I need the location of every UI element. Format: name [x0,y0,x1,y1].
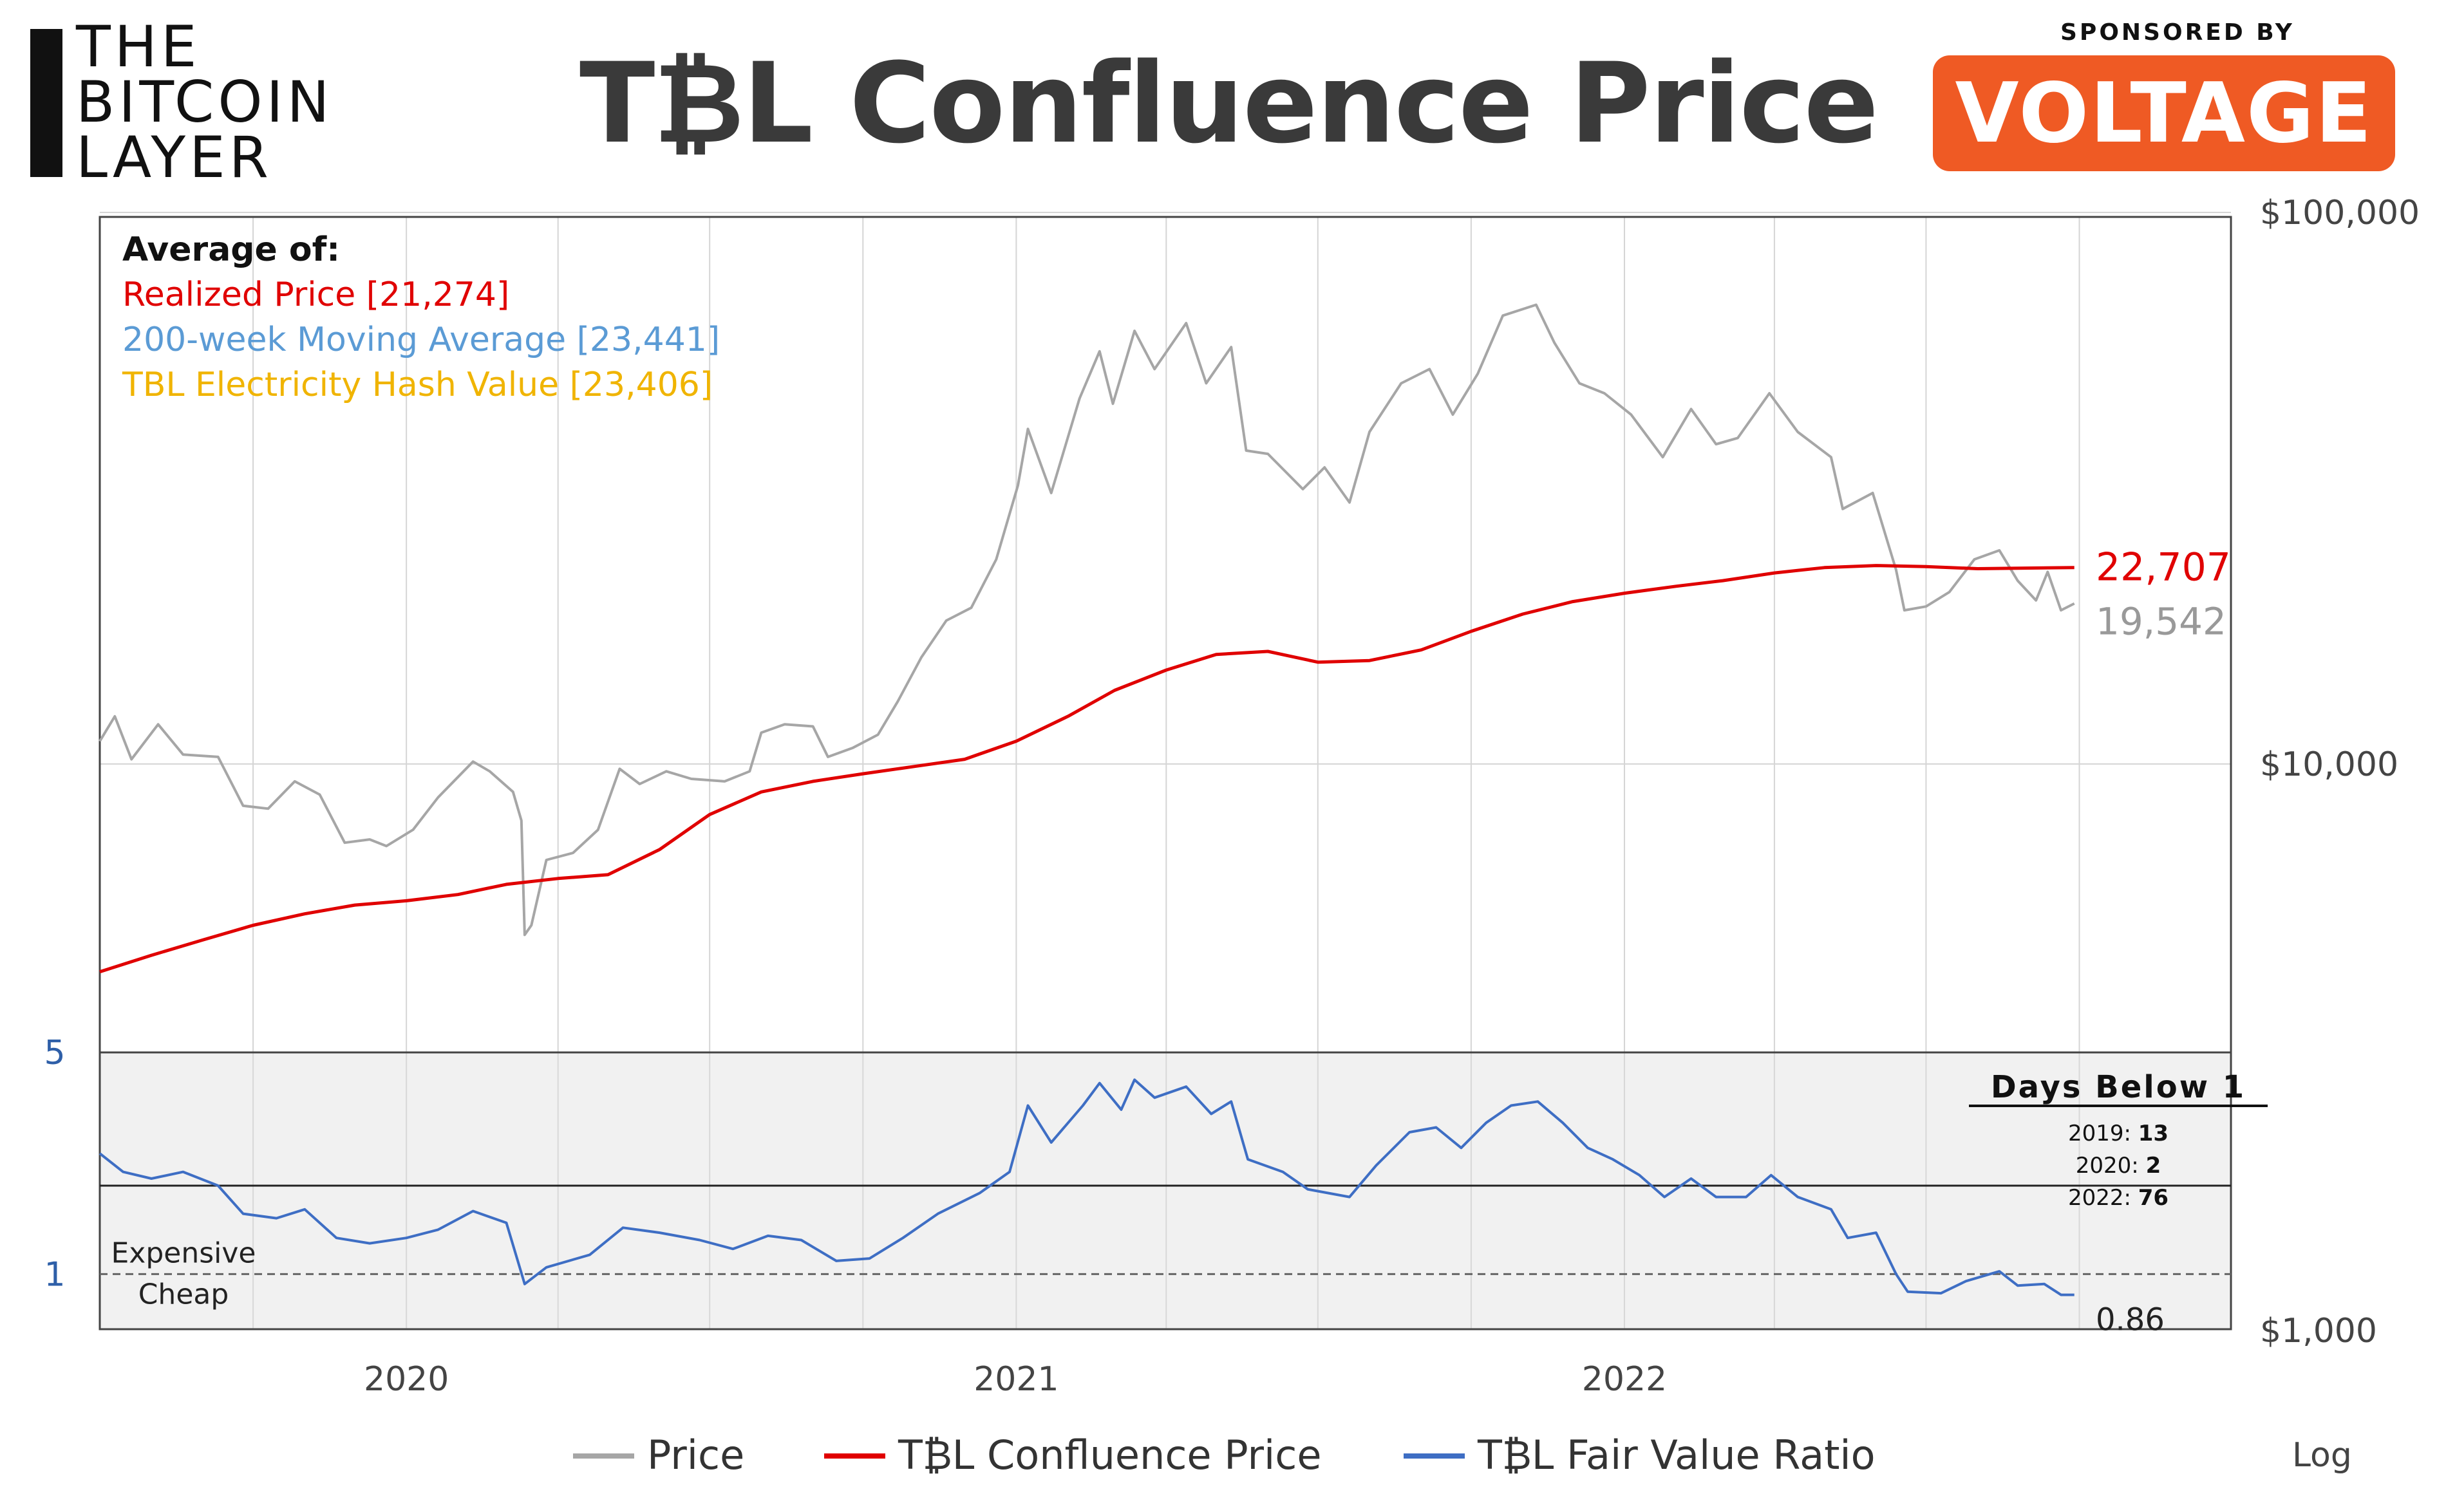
fair-value-ratio-line [99,1078,2075,1296]
scale-label: Log [2292,1436,2352,1475]
ratio-tick-label: 5 [44,1034,65,1072]
price-end-label: 19,542 [2096,600,2226,644]
ratio-tick-label: 1 [44,1255,65,1294]
confluence-price-line [99,564,2075,974]
x-tick-label: 2020 [364,1360,449,1399]
x-tick-label: 2021 [974,1360,1059,1399]
annotation-item: 200-week Moving Average [23,441] [122,321,720,359]
annotation-item: TBL Electricity Hash Value [23,406] [122,366,713,404]
annotation-item: Realized Price [21,274] [122,275,509,314]
y-tick-label: $10,000 [2260,745,2398,784]
reference-lines: Expensive Cheap [100,1184,2231,1311]
grid-lines [100,212,2231,1329]
axis-labels: 22,707 19,542 0.86 $100,000 $10,000 $1,000 Log… [44,194,2420,1475]
y-tick-label: $100,000 [2260,194,2420,232]
sponsor-label: SPONSORED BY [2060,19,2295,46]
ratio-end-label: 0.86 [2096,1302,2165,1338]
y-tick-label-bottom: $1,000 [2260,1312,2377,1350]
legend-label: T₿L Fair Value Ratio [1477,1432,1876,1479]
expensive-label: Expensive [111,1237,256,1269]
logo-line-2: BITCOIN [76,69,334,135]
logo: THE BITCOIN LAYER [76,14,334,191]
inset-row: 2022: 76 [2068,1185,2169,1211]
ratio-panel-background [100,1052,2231,1329]
price-line [99,303,2075,937]
sponsor-name: VOLTAGE [1955,65,2373,162]
sponsor-logo: VOLTAGE [1933,55,2395,171]
legend-label: T₿L Confluence Price [898,1432,1322,1479]
plot-frame [99,216,2232,1330]
annotations: Average of: Realized Price [21,274] 200-we… [122,230,720,404]
annotation-title: Average of: [122,230,340,269]
series-lines [99,303,2075,1296]
legend-label: Price [647,1432,744,1479]
logo-line-3: LAYER [76,124,272,191]
logo-line-1: THE [76,14,201,80]
inset-row: 2020: 2 [2076,1153,2161,1179]
inset-row: 2019: 13 [2068,1121,2169,1146]
inset-title: Days Below 1 [1991,1069,2246,1105]
legend: Price T₿L Confluence Price T₿L Fair Value … [573,1432,1876,1479]
cheap-label: Cheap [138,1278,229,1311]
days-below-inset: Days Below 1 2019: 13 2020: 2 2022: 76 [1969,1069,2268,1211]
logo-bar [30,29,62,177]
x-tick-label: 2022 [1582,1360,1667,1399]
chart-title: T₿L Confluence Price [579,39,1879,168]
confluence-end-label: 22,707 [2096,545,2231,590]
